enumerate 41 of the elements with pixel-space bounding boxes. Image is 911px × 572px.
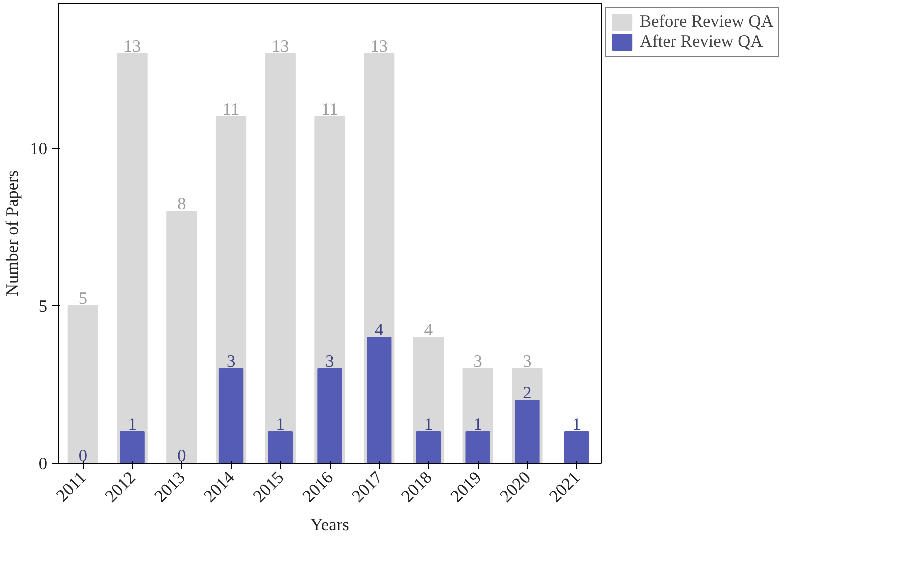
legend-label: Before Review QA (640, 12, 774, 32)
bar (515, 400, 540, 464)
data-label: 3 (523, 352, 532, 371)
x-axis-title: Years (310, 515, 350, 534)
data-label: 1 (276, 414, 285, 434)
data-label: 1 (474, 414, 482, 434)
bar (265, 53, 296, 464)
data-label: 0 (178, 446, 186, 466)
data-label: 3 (474, 352, 482, 371)
y-tick-label: 0 (38, 454, 48, 474)
bar (318, 368, 342, 464)
bar (117, 53, 148, 464)
bar (367, 336, 392, 464)
data-label: 1 (572, 414, 582, 434)
data-label: 13 (124, 36, 142, 56)
data-label: 11 (322, 100, 338, 119)
data-label: 0 (78, 446, 88, 466)
data-label: 3 (226, 352, 236, 371)
bar (564, 431, 590, 464)
data-label: 3 (326, 352, 334, 371)
data-label: 13 (272, 36, 290, 56)
data-label: 8 (178, 194, 186, 214)
data-label: 2 (523, 383, 532, 402)
y-tick-label: 5 (38, 296, 48, 316)
data-label: 4 (424, 320, 434, 340)
data-label: 1 (424, 414, 434, 434)
bar (466, 431, 490, 464)
data-label: 5 (78, 288, 88, 308)
bar (268, 431, 293, 464)
data-label: 4 (375, 320, 384, 340)
y-tick-label: 10 (30, 139, 48, 158)
bar (68, 305, 98, 464)
data-label: 1 (128, 414, 137, 434)
bar (416, 431, 442, 464)
y-axis-title: Number of Papers (3, 170, 22, 297)
bar (218, 368, 244, 464)
data-label: 11 (222, 100, 240, 119)
bar (166, 210, 198, 464)
data-label: 13 (370, 36, 388, 56)
legend-label: After Review QA (640, 32, 764, 52)
bar (120, 431, 145, 464)
